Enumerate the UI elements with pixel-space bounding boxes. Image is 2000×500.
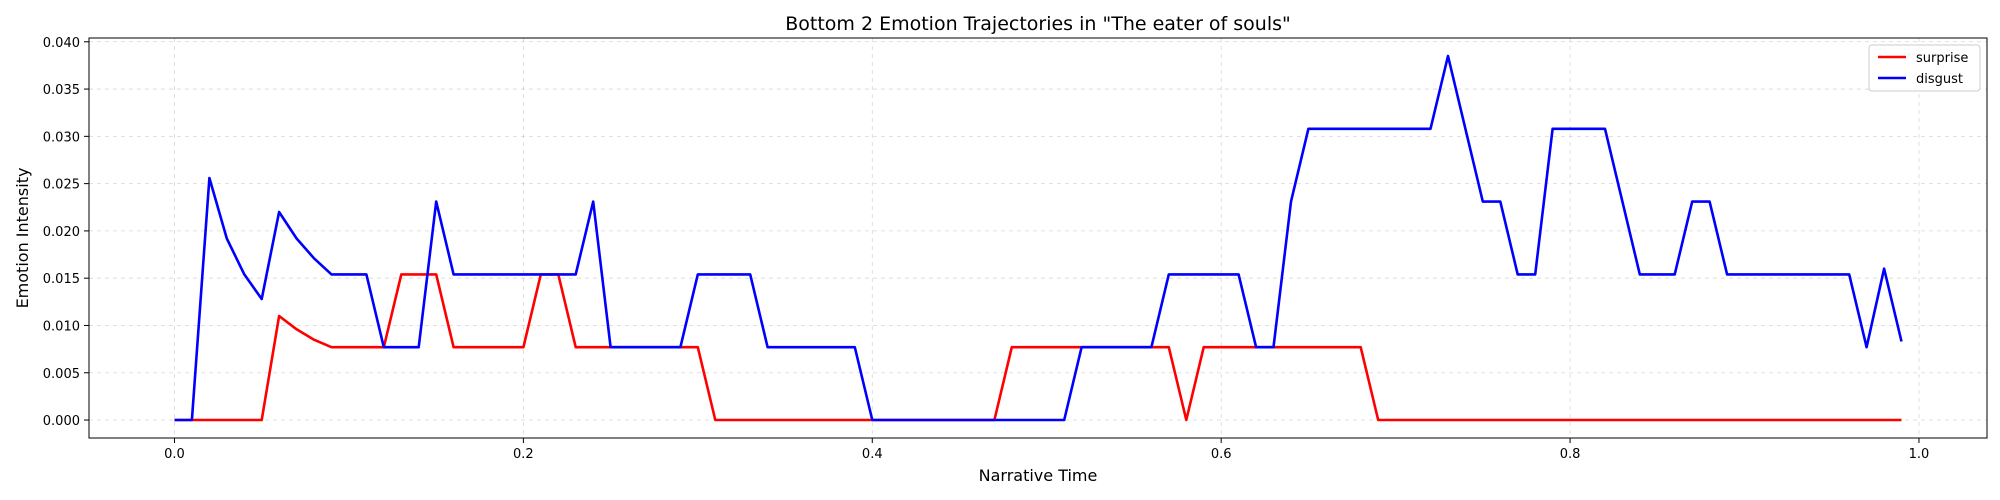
x-axis-label: Narrative Time <box>979 466 1098 485</box>
x-axis-ticks: 0.0 0.2 0.4 0.6 0.8 1.0 <box>164 438 1929 462</box>
y-tick-label: 0.040 <box>43 36 80 51</box>
y-tick-label: 0.010 <box>43 319 80 334</box>
y-tick-label: 0.015 <box>43 272 80 287</box>
y-tick-label: 0.035 <box>43 83 80 98</box>
x-tick-label: 0.6 <box>1211 447 1232 462</box>
x-tick-label: 0.2 <box>513 447 534 462</box>
series-line-disgust <box>174 54 1903 422</box>
x-tick-label: 0.0 <box>164 447 185 462</box>
legend: surprise disgust <box>1868 44 1981 92</box>
x-tick-label: 0.4 <box>862 447 883 462</box>
axes-frame <box>88 37 1988 439</box>
plot-lines <box>174 54 1903 422</box>
grid <box>89 38 1987 438</box>
legend-label-surprise: surprise <box>1916 51 1968 66</box>
x-tick-label: 0.8 <box>1560 447 1581 462</box>
legend-label-disgust: disgust <box>1916 72 1963 87</box>
y-axis-ticks: 0.000 0.005 0.010 0.015 0.020 0.025 0.030 0.035… <box>43 36 89 429</box>
y-tick-label: 0.030 <box>43 130 80 145</box>
series-line-surprise <box>174 273 1902 422</box>
chart-title: Bottom 2 Emotion Trajectories in "The ea… <box>785 13 1291 35</box>
y-tick-label: 0.025 <box>43 178 80 193</box>
x-tick-label: 1.0 <box>1909 447 1930 462</box>
y-tick-label: 0.020 <box>43 225 80 240</box>
y-tick-label: 0.000 <box>43 414 80 429</box>
y-axis-label: Emotion Intensity <box>13 168 32 309</box>
y-tick-label: 0.005 <box>43 367 80 382</box>
